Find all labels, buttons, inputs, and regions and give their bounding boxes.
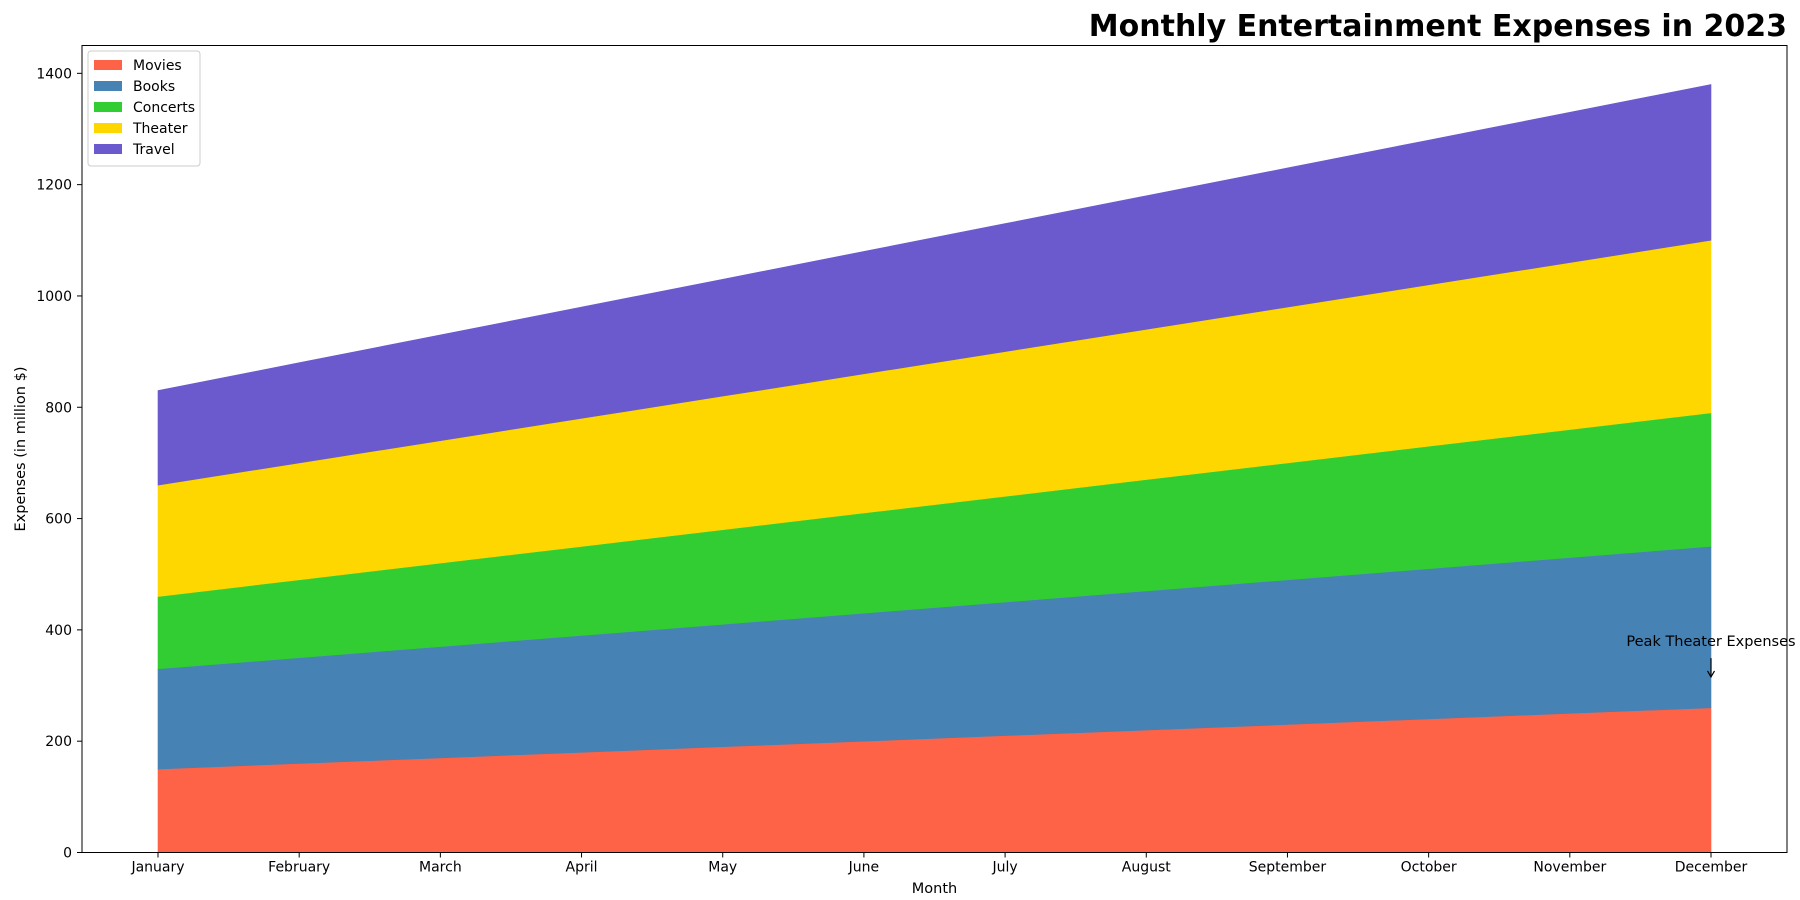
x-axis-title: Month <box>912 881 957 897</box>
legend-swatch-travel <box>94 144 122 154</box>
legend: Movies Books Concerts Theater Travel <box>87 50 201 167</box>
x-tick-label: April <box>566 860 598 876</box>
x-tick-label: September <box>1249 860 1327 876</box>
legend-label: Theater <box>132 121 188 137</box>
legend-box <box>87 50 201 167</box>
plot-frame <box>81 45 1788 853</box>
y-axis-title: Expenses (in million $) <box>13 367 29 532</box>
y-tick-label: 800 <box>45 400 72 416</box>
annotation: Peak Theater Expenses <box>1626 634 1796 679</box>
x-tick-label: August <box>1122 860 1172 876</box>
area-travel <box>157 84 1712 486</box>
x-tick-label: November <box>1533 860 1606 876</box>
annotation-arrowhead <box>1706 670 1716 679</box>
x-tick-label: October <box>1401 860 1457 876</box>
x-tick-label: May <box>708 860 737 876</box>
y-tick-label: 1400 <box>36 66 72 82</box>
legend-swatch-concerts <box>94 102 122 112</box>
legend-swatch-theater <box>94 123 122 133</box>
chart-title: Monthly Entertainment Expenses in 2023 <box>1089 9 1787 44</box>
x-tick-label: July <box>991 860 1017 876</box>
x-axis: January February March April May June July Augu… <box>130 852 1748 876</box>
x-tick-label: January <box>130 860 184 876</box>
legend-label: Books <box>133 79 175 95</box>
x-tick-label: June <box>848 860 880 876</box>
y-tick-label: 600 <box>45 512 72 528</box>
legend-swatch-books <box>94 81 122 91</box>
legend-label: Movies <box>133 58 182 74</box>
x-tick-label: March <box>419 860 462 876</box>
y-tick-label: 1200 <box>36 178 72 194</box>
y-tick-label: 400 <box>45 623 72 639</box>
annotation-text: Peak Theater Expenses <box>1626 634 1795 650</box>
y-tick-label: 0 <box>63 846 72 862</box>
legend-label: Concerts <box>133 100 195 116</box>
area-layer <box>157 84 1712 853</box>
legend-swatch-movies <box>94 60 122 70</box>
y-tick-label: 200 <box>45 734 72 750</box>
y-tick-label: 1000 <box>36 289 72 305</box>
legend-label: Travel <box>132 142 175 158</box>
y-axis: 0 200 400 600 800 1000 1200 1400 <box>36 66 82 862</box>
x-tick-label: December <box>1675 860 1748 876</box>
x-tick-label: February <box>268 860 330 876</box>
